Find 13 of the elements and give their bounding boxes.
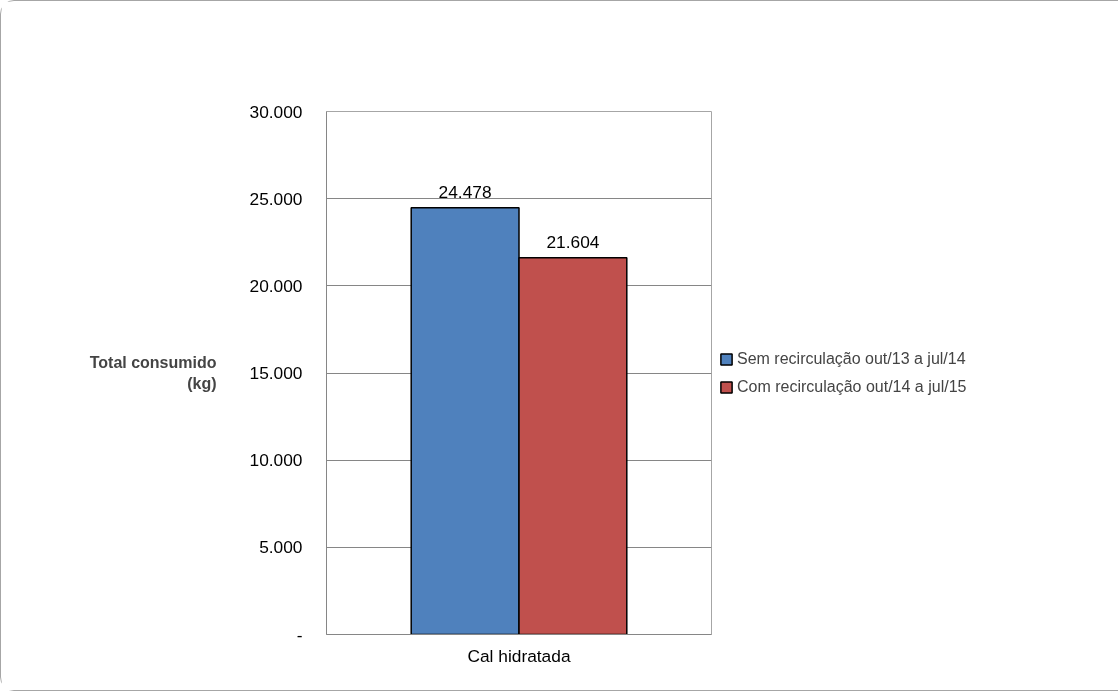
y-tick-label: 20.000 — [249, 275, 303, 296]
data-label: 21.604 — [546, 231, 600, 252]
y-tick-label: 10.000 — [249, 450, 303, 471]
x-tick-label: Cal hidratada — [467, 645, 571, 666]
y-tick-label: 15.000 — [249, 363, 303, 383]
y-axis-title: Total consumido (kg) — [89, 354, 217, 392]
data-label: 24.478 — [438, 181, 492, 202]
legend-label: Com recirculação out/14 a jul/15 — [737, 377, 967, 396]
y-tick-label: 25.000 — [249, 188, 303, 209]
legend-label: Sem recirculação out/13 a jul/14 — [737, 349, 966, 368]
y-tick-label: 30.000 — [249, 101, 303, 122]
y-tick-label: - — [296, 624, 303, 645]
y-tick-label: 5.000 — [259, 537, 303, 558]
